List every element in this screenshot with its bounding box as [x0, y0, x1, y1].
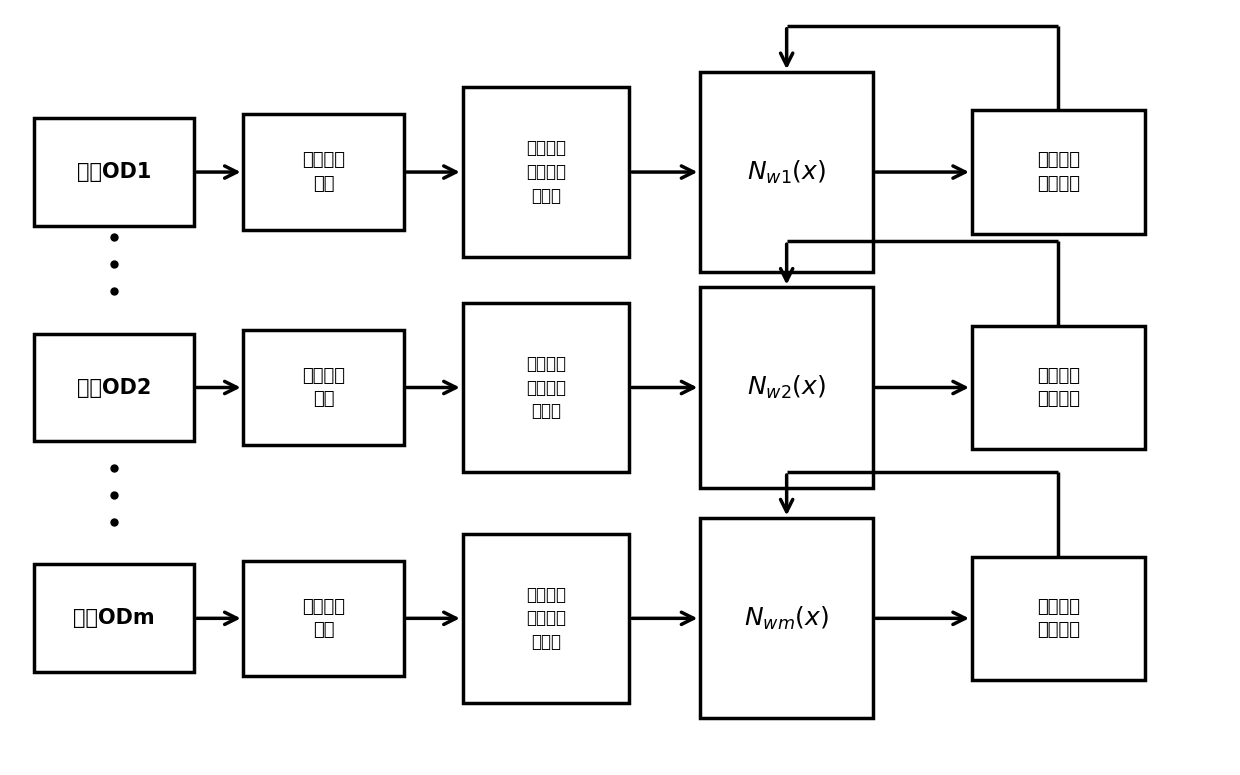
Text: 历史轨迹
记录: 历史轨迹 记录 [303, 151, 345, 193]
Text: $N_{wm}(x)$: $N_{wm}(x)$ [744, 604, 830, 632]
Text: $N_{w2}(x)$: $N_{w2}(x)$ [748, 374, 826, 401]
Bar [972, 111, 1145, 233]
Bar [701, 518, 873, 718]
Bar [463, 534, 629, 703]
Bar [701, 72, 873, 272]
Text: 方案决策
属性标准
化处理: 方案决策 属性标准 化处理 [526, 355, 565, 420]
Text: 历史OD2: 历史OD2 [77, 377, 151, 398]
Text: 方案决策
属性标准
化处理: 方案决策 属性标准 化处理 [526, 140, 565, 205]
Text: 历史记录
真实路径: 历史记录 真实路径 [1037, 151, 1080, 193]
Text: $N_{w1}(x)$: $N_{w1}(x)$ [748, 158, 826, 186]
Text: 历史轨迹
记录: 历史轨迹 记录 [303, 598, 345, 639]
Text: 历史轨迹
记录: 历史轨迹 记录 [303, 367, 345, 408]
Text: 历史记录
真实路径: 历史记录 真实路径 [1037, 598, 1080, 639]
Bar [33, 334, 195, 441]
Text: 历史ODm: 历史ODm [73, 608, 155, 629]
Text: 历史OD1: 历史OD1 [77, 162, 151, 182]
Bar [972, 326, 1145, 449]
Bar [33, 119, 195, 226]
Bar [243, 330, 404, 445]
Text: 历史记录
真实路径: 历史记录 真实路径 [1037, 367, 1080, 408]
Bar [243, 560, 404, 676]
Bar [463, 303, 629, 472]
Bar [33, 564, 195, 672]
Bar [243, 115, 404, 229]
Text: 方案决策
属性标准
化处理: 方案决策 属性标准 化处理 [526, 586, 565, 651]
Bar [972, 556, 1145, 680]
Bar [701, 288, 873, 487]
Bar [463, 88, 629, 257]
